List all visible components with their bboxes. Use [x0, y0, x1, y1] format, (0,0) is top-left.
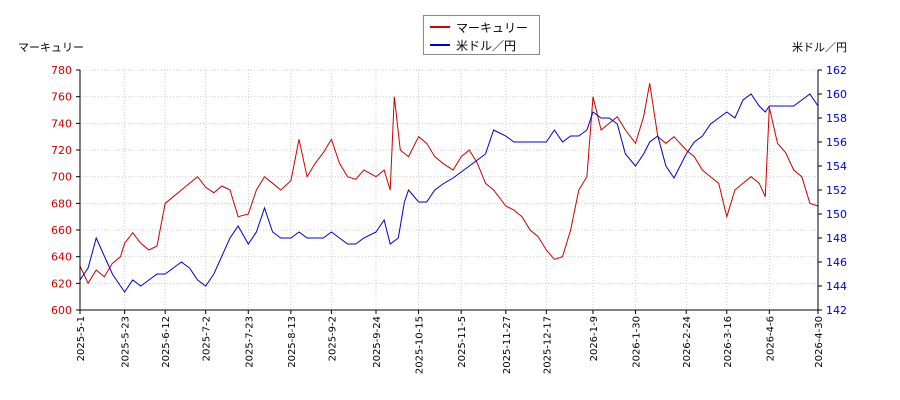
left-tick-label: 680 [51, 197, 72, 210]
right-tick-label: 154 [826, 160, 847, 173]
left-tick-label: 780 [51, 64, 72, 77]
legend-label-mercury: マーキュリー [456, 20, 529, 35]
x-tick-label: 2026-3-16 [723, 316, 734, 368]
left-tick-label: 740 [51, 117, 72, 130]
x-tick-label: 2026-2-24 [682, 316, 693, 368]
legend-swatch-usdjpy [430, 44, 450, 46]
x-tick-label: 2026-1-9 [589, 316, 600, 361]
usdjpy-line [79, 93, 819, 293]
left-tick-label: 700 [51, 171, 72, 184]
axes: 600 620 640 660 680 700 720 740 760 780 142 144 146 1… [51, 64, 847, 374]
x-tick-label: 2025-5-23 [121, 316, 132, 368]
grid [79, 69, 819, 311]
right-tick-label: 148 [826, 232, 847, 245]
mercury-line [79, 83, 819, 285]
right-tick-label: 160 [826, 88, 847, 101]
right-tick-label: 142 [826, 304, 847, 317]
right-tick-label: 162 [826, 64, 847, 77]
right-tick-label: 150 [826, 208, 847, 221]
x-tick-label: 2025-7-2 [202, 316, 213, 361]
left-tick-label: 660 [51, 224, 72, 237]
right-tick-label: 144 [826, 280, 847, 293]
x-tick-label: 2025-9-2 [327, 316, 338, 361]
x-tick-label: 2026-1-30 [632, 316, 643, 368]
right-tick-label: 152 [826, 184, 847, 197]
x-tick-label: 2025-12-17 [542, 316, 553, 374]
left-tick-label: 620 [51, 277, 72, 290]
left-tick-label: 640 [51, 251, 72, 264]
left-tick-label: 760 [51, 91, 72, 104]
x-tick-label: 2025-9-24 [372, 316, 383, 368]
x-tick-label: 2025-11-27 [502, 316, 513, 374]
left-axis-title: マーキュリー [18, 41, 84, 54]
x-tick-label: 2026-4-30 [814, 316, 825, 368]
x-tick-label: 2025-5-1 [76, 316, 87, 361]
x-tick-label: 2025-11-5 [457, 316, 468, 368]
legend-item-mercury: マーキュリー [430, 18, 528, 36]
left-tick-label: 600 [51, 304, 72, 317]
legend: マーキュリー 米ドル／円 [423, 15, 540, 55]
x-tick-label: 2025-7-23 [244, 316, 255, 368]
right-tick-label: 156 [826, 136, 847, 149]
x-tick-label: 2025-6-12 [161, 316, 172, 368]
right-axis-title: 米ドル／円 [792, 41, 847, 54]
x-tick-label: 2025-8-13 [287, 316, 298, 368]
right-tick-label: 146 [826, 256, 847, 269]
legend-swatch-mercury [430, 26, 450, 28]
right-tick-label: 158 [826, 112, 847, 125]
usdjpy-series [79, 93, 819, 293]
legend-item-usdjpy: 米ドル／円 [430, 36, 516, 54]
mercury-series [79, 83, 819, 285]
legend-label-usdjpy: 米ドル／円 [456, 38, 517, 53]
x-tick-label: 2026-4-6 [765, 316, 776, 361]
left-tick-label: 720 [51, 144, 72, 157]
x-tick-label: 2025-10-15 [415, 316, 426, 374]
